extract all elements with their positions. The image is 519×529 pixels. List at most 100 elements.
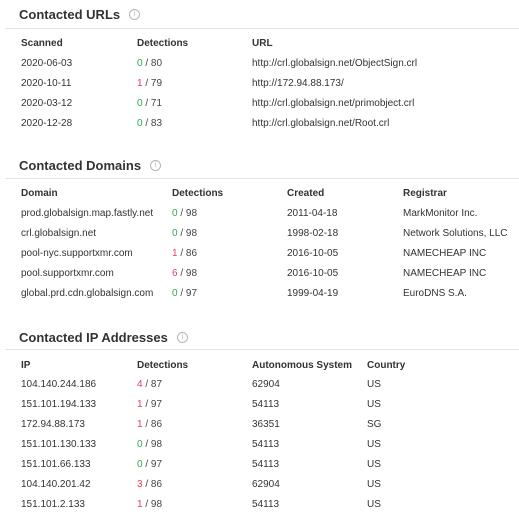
created-date: 1999-04-19: [287, 288, 339, 299]
ip-address-link[interactable]: 172.94.88.173: [21, 419, 85, 430]
detections-count: 1: [137, 78, 143, 89]
country: US: [367, 459, 381, 470]
column-header: Registrar: [403, 188, 447, 199]
detections-cell: 0 / 83: [137, 117, 162, 131]
detections-cell: 1 / 79: [137, 77, 162, 91]
registrar: Network Solutions, LLC: [403, 228, 508, 239]
detections-cell: 0 / 71: [137, 97, 162, 111]
detections-count: 0: [172, 208, 178, 219]
created-date: 1998-02-18: [287, 228, 339, 239]
section-title: Contacted URLs: [19, 6, 121, 22]
detections-cell: 6 / 98: [172, 267, 197, 281]
detections-cell: 1 / 86: [172, 247, 197, 261]
autonomous-system: 54113: [252, 459, 280, 470]
detections-total: / 98: [142, 499, 163, 510]
detections-count: 0: [137, 98, 143, 109]
ip-address-link[interactable]: 151.101.130.133: [21, 439, 97, 450]
detections-count: 1: [137, 399, 143, 410]
info-circle-icon[interactable]: i: [176, 331, 188, 343]
country: US: [367, 499, 381, 510]
info-circle-icon[interactable]: i: [150, 159, 162, 171]
detections-cell: 0 / 80: [137, 57, 162, 71]
section-divider: [5, 178, 519, 179]
detections-total: / 98: [142, 439, 163, 450]
detections-count: 1: [172, 248, 178, 259]
detections-cell: 0 / 98: [137, 438, 162, 452]
country: US: [367, 379, 381, 390]
column-header: Autonomous System: [252, 360, 353, 371]
domain-link[interactable]: pool-nyc.supportxmr.com: [21, 248, 133, 259]
registrar: EuroDNS S.A.: [403, 288, 467, 299]
section-title: Contacted IP Addresses: [19, 329, 168, 345]
detections-total: / 71: [142, 98, 163, 109]
detections-count: 0: [137, 439, 143, 450]
detections-total: / 97: [177, 288, 198, 299]
domain-link[interactable]: pool.supportxmr.com: [21, 268, 114, 279]
scanned-date: 2020-10-11: [21, 78, 72, 89]
detections-total: / 83: [142, 118, 163, 129]
column-header: Detections: [137, 360, 189, 371]
url-link[interactable]: http://172.94.88.173/: [252, 78, 344, 89]
detections-count: 0: [172, 228, 178, 239]
ip-address-link[interactable]: 151.101.194.133: [21, 399, 97, 410]
autonomous-system: 54113: [252, 499, 280, 510]
scanned-date: 2020-12-28: [21, 118, 73, 129]
url-link[interactable]: http://crl.globalsign.net/Root.crl: [252, 118, 390, 129]
info-circle-icon[interactable]: i: [129, 8, 141, 20]
contacted-ips-title: Contacted IP Addresses i: [19, 327, 188, 347]
detections-cell: 3 / 86: [137, 478, 162, 492]
detections-total: / 98: [177, 268, 198, 279]
domain-link[interactable]: prod.globalsign.map.fastly.net: [21, 208, 154, 219]
detections-total: / 80: [142, 58, 163, 69]
registrar: NAMECHEAP INC: [403, 268, 487, 279]
column-header: Scanned: [21, 38, 63, 49]
created-date: 2011-04-18: [287, 208, 338, 219]
detections-count: 0: [137, 459, 143, 470]
detections-cell: 0 / 98: [172, 207, 197, 221]
url-link[interactable]: http://crl.globalsign.net/ObjectSign.crl: [252, 58, 418, 69]
detections-count: 4: [137, 379, 143, 390]
country: US: [367, 439, 381, 450]
contacted-domains-section: Contacted Domains i Domain Detections Crea…: [0, 155, 519, 315]
registrar: NAMECHEAP INC: [403, 248, 487, 259]
country: SG: [367, 419, 382, 430]
ip-address-link[interactable]: 104.140.201.42: [21, 479, 91, 490]
contacted-urls-section: Contacted URLs i Scanned Detections URL 202…: [0, 4, 519, 144]
detections-cell: 1 / 98: [137, 498, 162, 512]
detections-total: / 98: [177, 208, 198, 219]
column-header: Detections: [137, 38, 189, 49]
detections-count: 1: [137, 419, 143, 430]
created-date: 2016-10-05: [287, 268, 339, 279]
detections-cell: 0 / 97: [172, 287, 197, 301]
detections-count: 0: [172, 288, 178, 299]
contacted-domains-title: Contacted Domains i: [19, 155, 162, 175]
autonomous-system: 54113: [252, 439, 280, 450]
created-date: 2016-10-05: [287, 248, 339, 259]
ip-address-link[interactable]: 151.101.2.133: [21, 499, 85, 510]
detections-total: / 86: [142, 479, 163, 490]
scanned-date: 2020-06-03: [21, 58, 73, 69]
detections-count: 3: [137, 479, 143, 490]
detections-total: / 97: [142, 399, 163, 410]
detections-total: / 79: [142, 78, 163, 89]
column-header: Domain: [21, 188, 58, 199]
detections-cell: 4 / 87: [137, 378, 162, 392]
autonomous-system: 36351: [252, 419, 280, 430]
ip-address-link[interactable]: 151.101.66.133: [21, 459, 91, 470]
detections-cell: 1 / 86: [137, 418, 162, 432]
section-divider: [5, 349, 519, 350]
ip-address-link[interactable]: 104.140.244.186: [21, 379, 97, 390]
registrar: MarkMonitor Inc.: [403, 208, 478, 219]
column-header: IP: [21, 360, 31, 371]
section-divider: [5, 28, 519, 29]
detections-count: 0: [137, 58, 143, 69]
autonomous-system: 62904: [252, 479, 280, 490]
detections-count: 6: [172, 268, 178, 279]
contacted-urls-title: Contacted URLs i: [19, 4, 141, 24]
column-header: Created: [287, 188, 325, 199]
url-link[interactable]: http://crl.globalsign.net/primobject.crl: [252, 98, 415, 109]
detections-total: / 97: [142, 459, 163, 470]
detections-count: 0: [137, 118, 143, 129]
domain-link[interactable]: global.prd.cdn.globalsign.com: [21, 288, 154, 299]
domain-link[interactable]: crl.globalsign.net: [21, 228, 97, 239]
